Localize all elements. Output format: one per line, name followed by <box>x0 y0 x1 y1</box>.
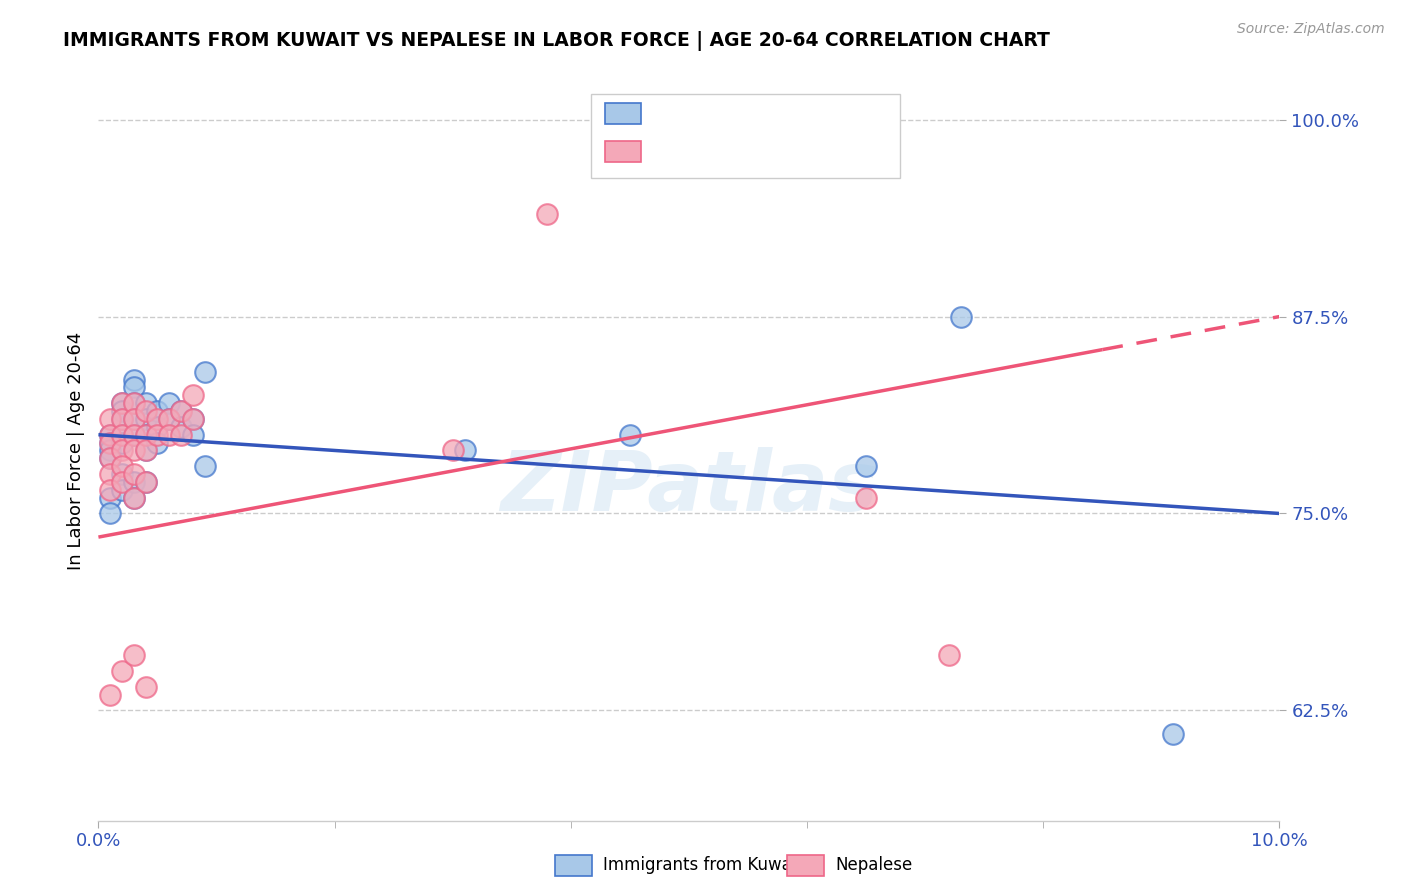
Text: R =: R = <box>652 143 692 161</box>
Point <box>170 404 193 418</box>
Point <box>938 648 960 663</box>
Point <box>170 420 193 434</box>
Point <box>146 404 169 418</box>
Text: -0.155: -0.155 <box>699 104 763 122</box>
Point <box>98 483 121 497</box>
Point <box>135 475 157 489</box>
Point <box>122 443 145 458</box>
Point <box>98 435 121 450</box>
Text: ZIPatlas: ZIPatlas <box>501 447 877 528</box>
Point <box>111 467 134 481</box>
Point <box>157 412 180 426</box>
Point <box>146 420 169 434</box>
Point <box>122 491 145 505</box>
Point <box>111 435 134 450</box>
Point <box>122 412 145 426</box>
Point <box>157 412 180 426</box>
Text: R =: R = <box>652 104 692 122</box>
Point <box>181 427 204 442</box>
Point <box>98 491 121 505</box>
Point <box>855 459 877 474</box>
Point <box>122 396 145 410</box>
Point <box>146 427 169 442</box>
Point <box>1161 727 1184 741</box>
Point <box>122 380 145 394</box>
Point <box>111 443 134 458</box>
Point <box>111 404 134 418</box>
Point <box>98 451 121 466</box>
Point <box>111 427 134 442</box>
Text: N =: N = <box>782 143 821 161</box>
Point <box>111 664 134 678</box>
Point <box>111 412 134 426</box>
Y-axis label: In Labor Force | Age 20-64: In Labor Force | Age 20-64 <box>66 331 84 570</box>
Point <box>122 491 145 505</box>
Text: 40: 40 <box>828 143 853 161</box>
Point <box>181 412 204 426</box>
Text: Source: ZipAtlas.com: Source: ZipAtlas.com <box>1237 22 1385 37</box>
Point <box>181 412 204 426</box>
Point <box>98 467 121 481</box>
Point <box>122 427 145 442</box>
Point <box>135 427 157 442</box>
Point <box>135 443 157 458</box>
Point <box>122 412 145 426</box>
Text: 41: 41 <box>828 104 853 122</box>
Point <box>122 427 145 442</box>
Point <box>146 412 169 426</box>
Point <box>146 435 169 450</box>
Point <box>170 427 193 442</box>
Point <box>111 459 134 474</box>
Point <box>949 310 972 324</box>
Text: N =: N = <box>782 104 821 122</box>
Point <box>135 396 157 410</box>
Point <box>135 475 157 489</box>
Point <box>122 475 145 489</box>
Point <box>111 475 134 489</box>
Point <box>122 467 145 481</box>
Point <box>135 427 157 442</box>
Point <box>98 451 121 466</box>
Point <box>181 388 204 402</box>
Point <box>98 435 121 450</box>
Point <box>122 373 145 387</box>
Point <box>111 396 134 410</box>
Point <box>135 443 157 458</box>
Point <box>170 404 193 418</box>
Point <box>855 491 877 505</box>
Point <box>98 412 121 426</box>
Point <box>536 207 558 221</box>
Text: IMMIGRANTS FROM KUWAIT VS NEPALESE IN LABOR FORCE | AGE 20-64 CORRELATION CHART: IMMIGRANTS FROM KUWAIT VS NEPALESE IN LA… <box>63 31 1050 51</box>
Point <box>453 443 475 458</box>
Point <box>135 404 157 418</box>
Point <box>98 427 121 442</box>
Text: 0.346: 0.346 <box>699 143 755 161</box>
Text: Nepalese: Nepalese <box>835 856 912 874</box>
Point <box>135 412 157 426</box>
Point <box>111 412 134 426</box>
Point <box>111 396 134 410</box>
Point <box>194 459 217 474</box>
Point <box>122 396 145 410</box>
Point <box>157 396 180 410</box>
Point <box>111 483 134 497</box>
Point <box>111 427 134 442</box>
Point <box>619 427 641 442</box>
Point <box>98 427 121 442</box>
Point <box>157 427 180 442</box>
Point <box>122 648 145 663</box>
Point <box>441 443 464 458</box>
Point <box>98 443 121 458</box>
Point <box>98 507 121 521</box>
Point <box>135 680 157 694</box>
Text: Immigrants from Kuwait: Immigrants from Kuwait <box>603 856 803 874</box>
Point <box>98 688 121 702</box>
Point <box>194 365 217 379</box>
